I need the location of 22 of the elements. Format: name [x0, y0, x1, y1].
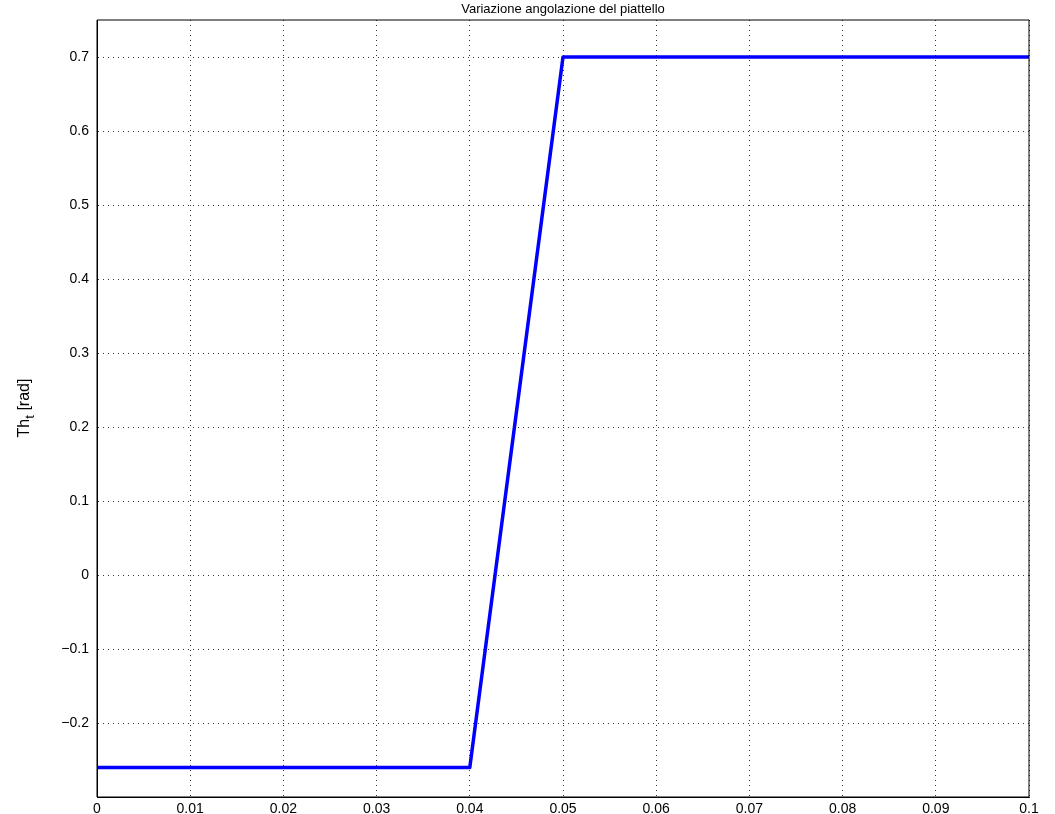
x-tick-label: 0 — [93, 800, 102, 814]
x-tick-label: 0.1 — [1019, 800, 1039, 814]
x-tick-label: 0.05 — [549, 800, 577, 814]
x-tick-label: 0.06 — [642, 800, 671, 814]
y-tick-label: −0.2 — [61, 713, 90, 730]
x-tick-label: 0.08 — [828, 800, 857, 814]
chart-title: Variazione angolazione del piattello — [461, 1, 665, 17]
x-tick-label: 0.03 — [362, 800, 391, 814]
x-tick-label: 0.07 — [735, 800, 764, 814]
y-tick-label: 0.1 — [69, 491, 90, 508]
y-tick-label: 0 — [81, 565, 90, 582]
x-tick-label: 0.01 — [176, 800, 205, 814]
y-tick-label: 0.3 — [69, 343, 90, 360]
x-tick-label: 0.02 — [269, 800, 298, 814]
y-tick-label: 0.6 — [69, 121, 90, 138]
x-tick-label: 0.09 — [922, 800, 950, 814]
y-tick-label: 0.5 — [69, 195, 90, 212]
y-tick-label: 0.4 — [69, 269, 90, 286]
y-tick-label: 0.7 — [69, 47, 90, 64]
y-tick-label: −0.1 — [61, 639, 90, 656]
x-tick-label: 0.04 — [456, 800, 484, 814]
y-tick-label: 0.2 — [69, 417, 90, 434]
